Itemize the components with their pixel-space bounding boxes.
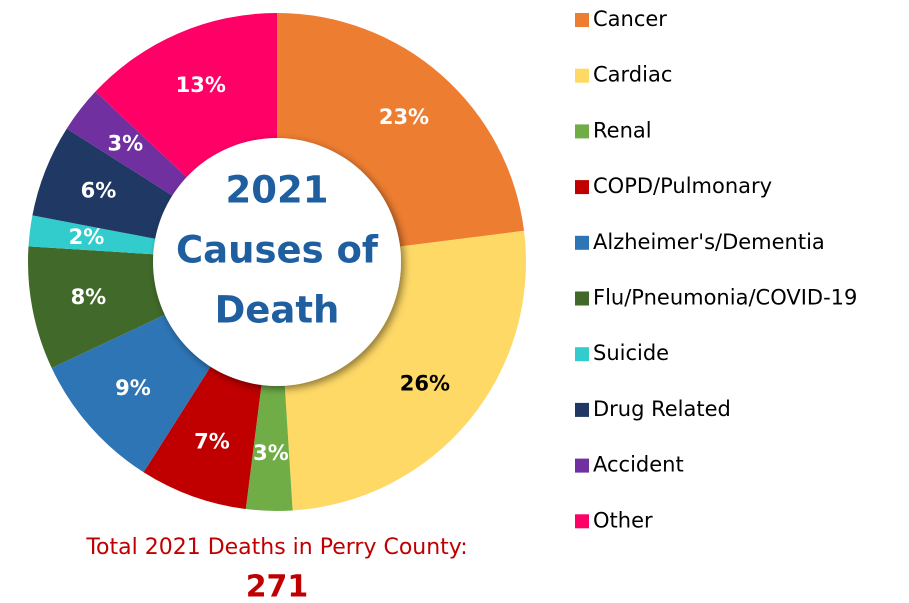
legend-swatch [575, 402, 589, 417]
legend-label: Suicide [593, 341, 669, 365]
data-label: 8% [71, 285, 107, 309]
data-label: 3% [253, 441, 289, 465]
data-label: 23% [379, 105, 429, 129]
legend-label: Cardiac [593, 63, 672, 87]
slice [27, 246, 169, 369]
data-label: 26% [400, 371, 450, 395]
chart-title: Causes of [176, 229, 379, 272]
legend-swatch [575, 347, 589, 362]
legend-label: Drug Related [593, 397, 731, 421]
donut-hole [153, 138, 401, 386]
slice [143, 363, 262, 510]
legend-label: Alzheimer's/Dementia [593, 230, 825, 254]
legend-label: Other [593, 508, 653, 532]
legend-label: Cancer [593, 7, 667, 31]
slice [28, 215, 160, 255]
data-label: 13% [176, 73, 226, 97]
slice [51, 313, 213, 473]
legend-swatch [575, 458, 589, 473]
total-label: Total 2021 Deaths in Perry County: [85, 535, 467, 560]
legend-swatch [575, 514, 589, 529]
chart-title: 2021 [226, 169, 329, 212]
data-label: 6% [81, 178, 117, 202]
slice [277, 13, 525, 247]
legend-label: Flu/Pneumonia/COVID-19 [593, 286, 857, 310]
slice [245, 381, 293, 511]
legend-label: Accident [593, 453, 684, 477]
data-label: 2% [69, 225, 105, 249]
data-label: 9% [115, 376, 151, 400]
slice [95, 13, 277, 180]
legend-label: COPD/Pulmonary [593, 174, 772, 198]
legend-swatch [575, 235, 589, 250]
donut [27, 13, 526, 511]
data-label: 7% [194, 430, 230, 454]
slice [284, 230, 526, 511]
legend-swatch [575, 291, 589, 306]
slice [32, 128, 176, 240]
data-label: 3% [107, 131, 143, 155]
legend-swatch [575, 124, 589, 139]
legend-swatch [575, 13, 589, 27]
legend-label: Renal [593, 118, 652, 142]
total-value: 271 [246, 570, 309, 603]
legend-swatch [575, 68, 589, 83]
legend-swatch [575, 180, 589, 195]
chart-title: Death [215, 289, 340, 332]
slice [66, 91, 190, 198]
